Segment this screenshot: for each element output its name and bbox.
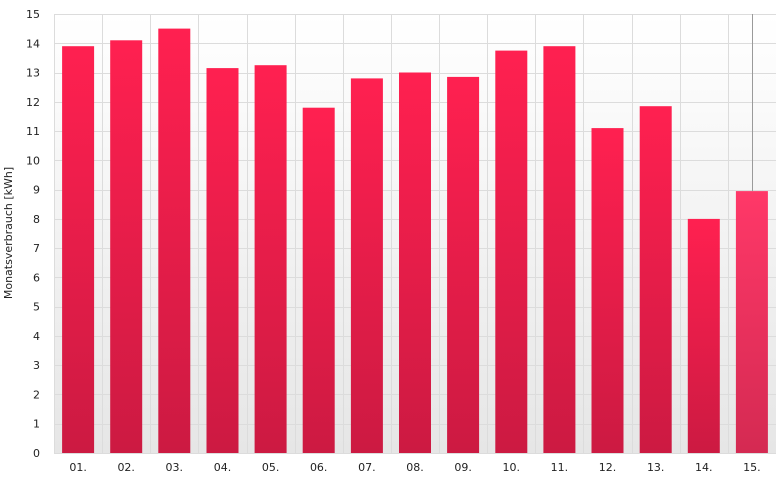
y-tick-label: 2 <box>33 389 40 402</box>
bar-04[interactable] <box>206 68 239 453</box>
x-tick-label: 07. <box>358 461 376 474</box>
bar-14[interactable] <box>687 218 720 453</box>
y-tick-label: 14 <box>26 37 40 50</box>
y-tick-label: 3 <box>33 359 40 372</box>
bar-03[interactable] <box>158 28 191 453</box>
x-tick-label: 04. <box>214 461 232 474</box>
x-tick-label: 02. <box>117 461 135 474</box>
y-tick-label: 11 <box>26 125 40 138</box>
y-tick-label: 8 <box>33 213 40 226</box>
x-tick-label: 10. <box>503 461 521 474</box>
x-tick-label: 09. <box>454 461 472 474</box>
bar-12[interactable] <box>591 128 624 453</box>
x-tick-label: 06. <box>310 461 328 474</box>
x-tick-label: 03. <box>166 461 184 474</box>
bars <box>62 14 768 454</box>
x-tick-label: 15. <box>743 461 761 474</box>
x-tick-label: 05. <box>262 461 280 474</box>
bar-08[interactable] <box>399 72 431 454</box>
y-tick-label: 15 <box>26 8 40 21</box>
y-tick-label: 9 <box>33 184 40 197</box>
bar-10[interactable] <box>495 50 528 453</box>
bar-07[interactable] <box>350 78 383 454</box>
y-tick-label: 4 <box>33 330 40 343</box>
y-tick-label: 6 <box>33 271 40 284</box>
y-tick-label: 7 <box>33 242 40 255</box>
bar-06[interactable] <box>302 107 335 453</box>
y-axis-label: Monatsverbrauch [kWh] <box>2 167 15 299</box>
x-tick-label: 12. <box>599 461 617 474</box>
x-tick-label: 13. <box>647 461 665 474</box>
bar-02[interactable] <box>110 40 143 454</box>
bar-11[interactable] <box>543 46 576 453</box>
x-tick-label: 01. <box>69 461 87 474</box>
x-tick-label: 11. <box>551 461 569 474</box>
y-tick-label: 0 <box>33 447 40 460</box>
bar-15[interactable] <box>735 191 768 453</box>
y-tick-label: 12 <box>26 96 40 109</box>
bar-09[interactable] <box>447 76 480 454</box>
bar-05[interactable] <box>254 65 287 453</box>
bar-01[interactable] <box>62 46 95 453</box>
y-tick-label: 5 <box>33 301 40 314</box>
x-tick-label: 14. <box>695 461 713 474</box>
y-tick-label: 1 <box>33 418 40 431</box>
bar-13[interactable] <box>639 106 672 453</box>
y-tick-label: 10 <box>26 154 40 167</box>
x-axis-ticks: 01. 02. 03. 04. 05. 06. 07. 08. 09. 10. 11. 12. 13. 1… <box>69 461 760 474</box>
y-tick-label: 13 <box>26 67 40 80</box>
x-tick-label: 08. <box>406 461 424 474</box>
